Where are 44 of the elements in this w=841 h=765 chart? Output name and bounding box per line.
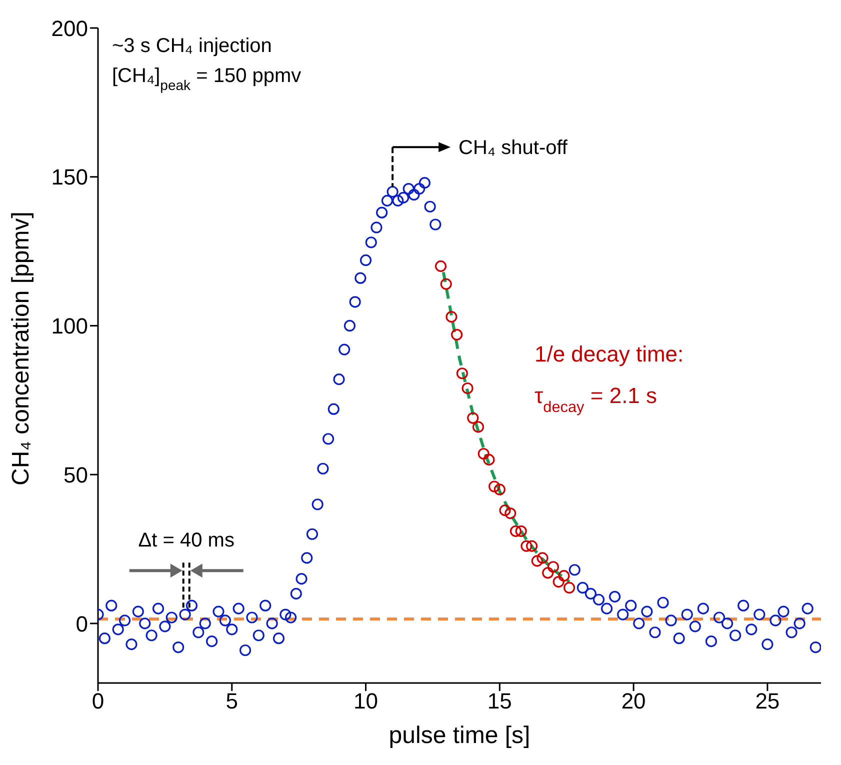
point xyxy=(494,484,506,496)
y-tick-label: 0 xyxy=(76,611,88,636)
point xyxy=(531,555,543,567)
annotation: [CH₄]$_{peak}$ = 150 ppmv xyxy=(112,65,302,93)
point xyxy=(434,260,447,272)
point xyxy=(456,368,468,380)
y-tick-label: 100 xyxy=(51,314,88,339)
point xyxy=(478,448,490,460)
annotation: ~3 s CH₄ injection xyxy=(112,35,272,57)
point xyxy=(536,552,548,564)
annotation: CH₄ shut-off xyxy=(458,137,568,160)
point xyxy=(483,454,495,466)
point xyxy=(558,570,570,582)
point xyxy=(504,507,516,520)
y-tick-label: 50 xyxy=(64,462,88,488)
x-tick-label: 5 xyxy=(226,688,238,714)
point xyxy=(515,525,527,537)
annotation: 1/e decay time: xyxy=(534,341,684,366)
point xyxy=(563,582,576,594)
point xyxy=(472,421,484,433)
point xyxy=(520,540,532,552)
x-tick-label: 15 xyxy=(487,688,512,714)
point xyxy=(488,480,500,492)
y-tick-label: 200 xyxy=(51,16,88,41)
point xyxy=(547,561,560,573)
point xyxy=(552,576,564,588)
point xyxy=(462,382,474,394)
y-axis-title: CH₄ concentration [ppmv] xyxy=(8,212,35,486)
x-axis-title: pulse time [s] xyxy=(388,722,530,749)
x-tick-label: 0 xyxy=(92,688,104,714)
point xyxy=(467,412,479,424)
x-tick-label: 20 xyxy=(621,688,646,714)
point xyxy=(499,504,511,516)
annotation: Δt = 40 ms xyxy=(138,530,234,552)
point xyxy=(451,328,463,340)
point xyxy=(526,540,538,552)
x-tick-label: 25 xyxy=(755,688,780,714)
annotation: τ$_{decay}$ = 2.1 s xyxy=(534,383,658,416)
point xyxy=(542,567,554,579)
point xyxy=(440,278,452,290)
x-tick-label: 10 xyxy=(354,688,378,714)
y-tick-label: 150 xyxy=(51,164,88,190)
point xyxy=(446,310,458,323)
point xyxy=(510,525,522,537)
